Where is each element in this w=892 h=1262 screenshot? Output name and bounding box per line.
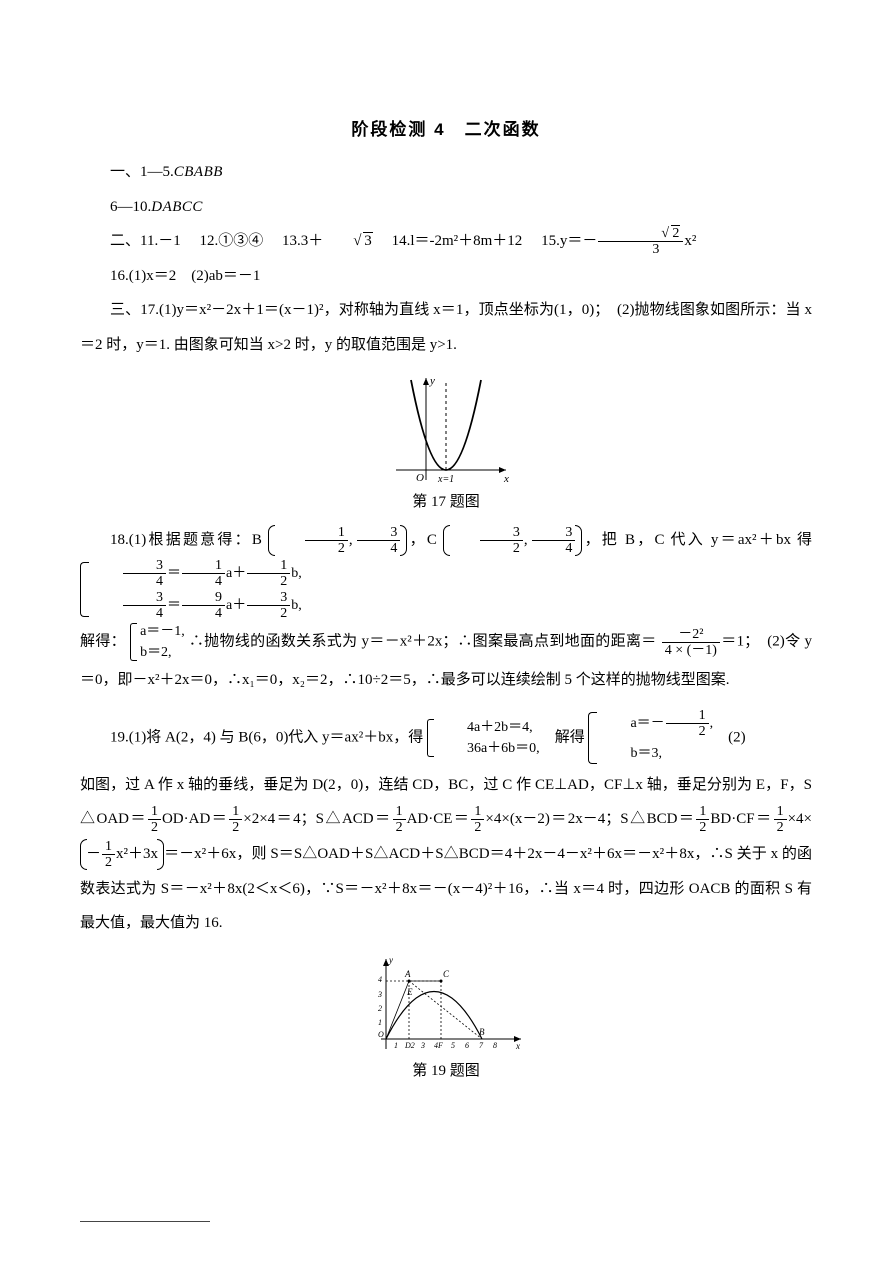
q14-num: 14. [392,233,411,249]
svg-text:1: 1 [394,1041,398,1050]
q17-text: (1)y＝x²－2x＋1＝(x－1)²，对称轴为直线 x＝1，顶点坐标为(1，0… [80,302,812,353]
q19-system4: a＝－12, b＝3, [588,708,713,768]
section2-line2: 16.(1)x＝2 (2)ab＝－1 [80,259,812,294]
q19-p2g: ×4× [788,811,812,827]
page: 阶段检测 4 二次函数 一、1—5.CBABB 6—10.DABCC 二、11.… [0,0,892,1262]
q19-line1: 19.(1)将 A(2，4) 与 B(6，0)代入 y＝ax²＋bx，得 4a＋… [80,708,812,768]
svg-text:y: y [429,375,435,387]
q18-run2: ，C [407,532,436,548]
q1-5-prefix: 1—5. [140,164,174,180]
svg-text:3: 3 [377,990,382,999]
q15-num-rad: 2 [671,225,680,241]
section2-line1: 二、11.－1 12.①③④ 13.3＋ 3 14.l＝-2m²＋8m＋12 15… [80,224,812,259]
q6-10-answers: DABCC [151,199,203,215]
svg-text:x: x [515,1041,520,1051]
svg-text:C: C [443,969,450,979]
section2-label: 二、 [110,233,140,249]
q15-prefix: y＝－ [560,233,598,249]
q1-5-answers: CBABB [174,164,223,180]
q19-graph: 1 D2 3 4F 5 6 7 8 O 4 3 2 1 A C E B x [361,949,531,1059]
q17-figcap: 第 17 题图 [80,492,812,513]
q19-run3: (2) [713,729,746,745]
svg-text:B: B [479,1027,485,1037]
q15-den: 3 [598,242,683,257]
q18-line1: 18.(1)根据题意得：B 12, 34 ，C 32, 34 ，把 B，C 代入… [80,523,812,621]
section1-line2: 6—10.DABCC [80,190,812,225]
q12-num: 12. [200,233,219,249]
svg-text:x: x [503,473,509,485]
q19-line2: 如图，过 A 作 x 轴的垂线，垂足为 D(2，0)，连结 CD，BC，过 C … [80,768,812,941]
q19-inner-paren: －12x²＋3x [80,837,164,872]
q19-p2e: ×4×(x－2)＝2x－4；S△BCD＝ [485,811,695,827]
q13-prefix: 3＋ [301,233,324,249]
svg-text:E: E [406,987,413,997]
q18-line2: 解得： a＝－1, b＝2, ∴抛物线的函数关系式为 y＝－x²＋2x；∴图案最… [80,621,812,698]
svg-text:4: 4 [378,975,382,984]
svg-text:3: 3 [420,1041,425,1050]
q15-suffix: x² [684,233,696,249]
q18-B: 12, 34 [268,523,408,558]
q19-p2b: OD·AD＝ [162,811,228,827]
svg-text:4F: 4F [434,1041,443,1050]
svg-text:O: O [378,1030,384,1039]
svg-text:O: O [416,472,424,484]
footer-rule [80,1221,210,1222]
q19-p2d: AD·CE＝ [407,811,471,827]
q18-run4: 解得： [80,634,126,650]
page-title: 阶段检测 4 二次函数 [80,110,812,149]
q18-run3: ，把 B，C 代入 y＝ax²＋bx 得 [582,532,812,548]
q15-frac: 23 [598,226,683,258]
q14-val: l＝-2m²＋8m＋12 [410,233,522,249]
q18-system2: a＝－1, b＝2, [130,621,185,663]
q19-num: 19. [110,729,129,745]
svg-text:2: 2 [378,1004,382,1013]
svg-text:5: 5 [451,1041,455,1050]
svg-text:x=1: x=1 [437,474,454,485]
svg-text:y: y [388,955,393,965]
q19-figcap: 第 19 题图 [80,1061,812,1082]
q16-part2: (2)ab＝－1 [191,268,260,284]
q13-sqrt: 3 [323,224,373,259]
svg-text:D2: D2 [404,1041,415,1050]
svg-text:7: 7 [479,1041,484,1050]
section1-line1: 一、1—5.CBABB [80,155,812,190]
q19-p2f: BD·CF＝ [710,811,772,827]
q17-graph: O x y x=1 [376,370,516,490]
q19-p2c: ×2×4＝4；S△ACD＝ [243,811,391,827]
q17-para: 三、17.(1)y＝x²－2x＋1＝(x－1)²，对称轴为直线 x＝1，顶点坐标… [80,293,812,362]
q11-num: 11. [140,233,158,249]
q18-C: 32, 34 [443,523,583,558]
q6-10-prefix: 6—10. [110,199,151,215]
q19-system3: 4a＋2b＝4, 36a＋6b＝0, [427,717,540,759]
svg-text:1: 1 [378,1018,382,1027]
q19-run1: (1)将 A(2，4) 与 B(6，0)代入 y＝ax²＋bx，得 [129,729,423,745]
q17-num: 17. [140,302,159,318]
q12-val: ①③④ [218,233,263,249]
svg-text:8: 8 [493,1041,497,1050]
q18-peak-frac: －2²4 × (－1) [662,627,720,659]
svg-text:6: 6 [465,1041,469,1050]
q18-system1: 34＝14a＋12b, 34＝94a＋32b, [80,558,302,622]
q16-num: 16. [110,268,129,284]
q15-num: 15. [541,233,560,249]
q19-p2h: ＝－x²＋6x，则 S＝S△OAD＋S△ACD＋S△BCD＝4＋2x－4－x²＋… [80,846,812,931]
q11-val: －1 [158,233,181,249]
svg-text:A: A [404,969,411,979]
section3-label: 三、 [110,302,140,318]
q18-run1: (1)根据题意得：B [129,532,262,548]
q19-run2: 解得 [540,729,585,745]
q13-radicand: 3 [363,232,373,249]
q16-part1: (1)x＝2 [129,268,177,284]
section1-label: 一、 [110,164,140,180]
q18-run5: ∴抛物线的函数关系式为 y＝－x²＋2x；∴图案最高点到地面的距离＝ [189,634,657,650]
q13-num: 13. [282,233,301,249]
q18-num: 18. [110,532,129,548]
